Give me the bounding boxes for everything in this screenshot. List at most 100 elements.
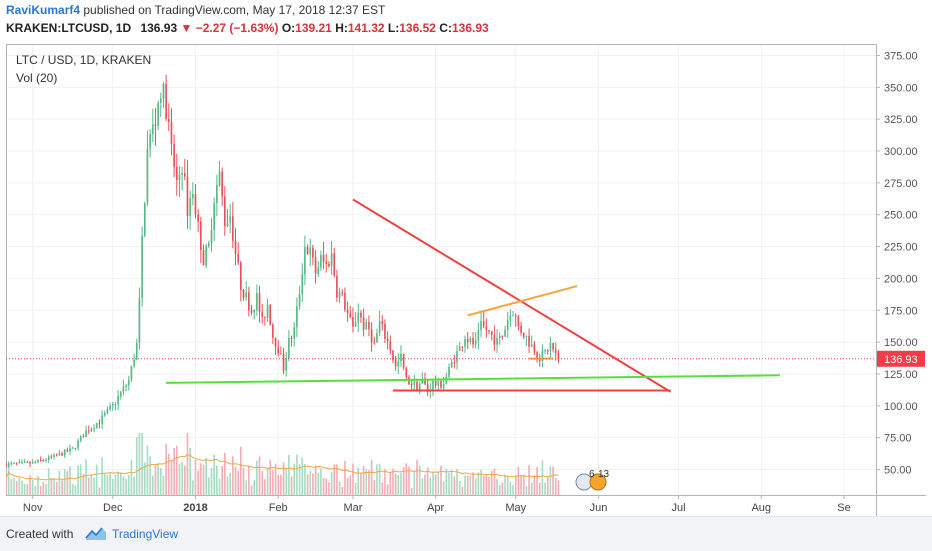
volume-bar (69, 466, 71, 495)
high-value: 141.32 (347, 21, 385, 35)
volume-bar (269, 459, 272, 495)
candle-body (213, 203, 215, 231)
candle-body (354, 322, 357, 327)
volume-bar (109, 473, 111, 495)
candle-body (432, 380, 434, 390)
candle-body (541, 350, 544, 362)
tradingview-link[interactable]: TradingView (112, 527, 179, 541)
volume-bar (130, 459, 133, 495)
candle-body (31, 462, 34, 464)
volume-bar (362, 465, 365, 495)
volume-bar (90, 474, 93, 495)
volume-bar (15, 481, 18, 495)
candle-body (394, 360, 397, 367)
candle-body (386, 338, 389, 342)
candle-body (536, 352, 538, 359)
volume-bar (538, 482, 541, 495)
candle-body (309, 247, 312, 255)
candle-body (490, 331, 493, 336)
volume-bar (194, 460, 197, 495)
volume-bar (61, 480, 63, 495)
candle-body (39, 459, 42, 461)
volume-bar (456, 468, 458, 495)
candle-body (376, 333, 378, 343)
candle-body (23, 461, 26, 463)
volume-bar (432, 471, 434, 495)
volume-bar (394, 473, 397, 495)
volume-bar (167, 453, 170, 495)
y-tick-label: 50.00 (884, 465, 912, 477)
green-support-line[interactable] (166, 374, 780, 384)
chart-area[interactable]: 375.00 350.00 325.00 300.00 275.00 250.00 225.… (5, 44, 926, 516)
price-chart[interactable]: 375.00 350.00 325.00 300.00 275.00 250.00 225.… (5, 44, 926, 516)
volume-bar (357, 467, 360, 495)
candle-body (13, 462, 15, 464)
candle-body (191, 193, 194, 199)
volume-bar (498, 485, 501, 495)
candle-body (149, 134, 151, 149)
author-link[interactable]: RaviKumarf4 (6, 3, 81, 17)
candle-body (442, 384, 445, 388)
candle-body (402, 353, 405, 368)
orange-upper-line[interactable] (467, 285, 578, 317)
tradingview-logo-icon[interactable] (84, 525, 108, 543)
candle-body (445, 376, 448, 385)
volume-bar (482, 475, 485, 495)
candle-body (405, 367, 408, 378)
volume-bar (218, 478, 221, 495)
volume-bar (461, 486, 464, 495)
candle-body (461, 346, 464, 348)
candle-body (21, 461, 23, 463)
volume-bar (320, 468, 322, 495)
candle-body (357, 312, 360, 323)
volume-bar (402, 466, 405, 495)
candle-body (520, 326, 522, 333)
candle-body (301, 274, 304, 295)
volume-bar (458, 480, 461, 495)
volume-bar (79, 464, 82, 495)
volume-bar (509, 481, 512, 495)
published-text: published on TradingView.com, May 17, 20… (83, 3, 386, 17)
candle-body (328, 264, 330, 267)
volume-bar (530, 482, 533, 495)
volume-bar (474, 478, 477, 495)
volume-bar (448, 472, 450, 495)
coin-icon[interactable] (589, 473, 607, 491)
candle-body (79, 436, 82, 441)
volume-bar (232, 456, 234, 495)
volume-bar (248, 466, 250, 495)
volume-bar (424, 474, 426, 495)
volume-bar (370, 459, 373, 495)
candle-body (501, 335, 504, 337)
volume-bar (210, 467, 213, 495)
volume-bar (325, 478, 328, 495)
volume-bar (282, 462, 285, 495)
candle-body (29, 461, 31, 464)
volume-bar (434, 474, 437, 495)
volume-bar (146, 445, 149, 495)
candle-body (525, 335, 528, 337)
candle-body (82, 436, 85, 438)
volume-bar (5, 478, 7, 495)
volume-bar (221, 466, 223, 495)
volume-bar (207, 477, 210, 495)
volume-bar (506, 476, 509, 495)
candle-body (552, 343, 554, 350)
candle-body (458, 346, 461, 352)
candle-body (293, 327, 296, 339)
candle-body (71, 447, 74, 449)
volume-bar (344, 460, 346, 495)
candle-body (74, 447, 77, 449)
volume-bar (349, 475, 352, 495)
volume-bar (117, 471, 119, 495)
volume-bar (333, 464, 336, 495)
candle-body (533, 344, 536, 353)
event-badges[interactable]: 6 13 (575, 469, 610, 491)
volume-bar (546, 476, 549, 495)
candle-body (274, 337, 277, 348)
event-label-b: 13 (598, 469, 610, 480)
red-descending-line[interactable] (352, 198, 672, 393)
volume-bar (138, 433, 141, 495)
volume-bar (165, 443, 167, 495)
candle-body (10, 463, 13, 465)
